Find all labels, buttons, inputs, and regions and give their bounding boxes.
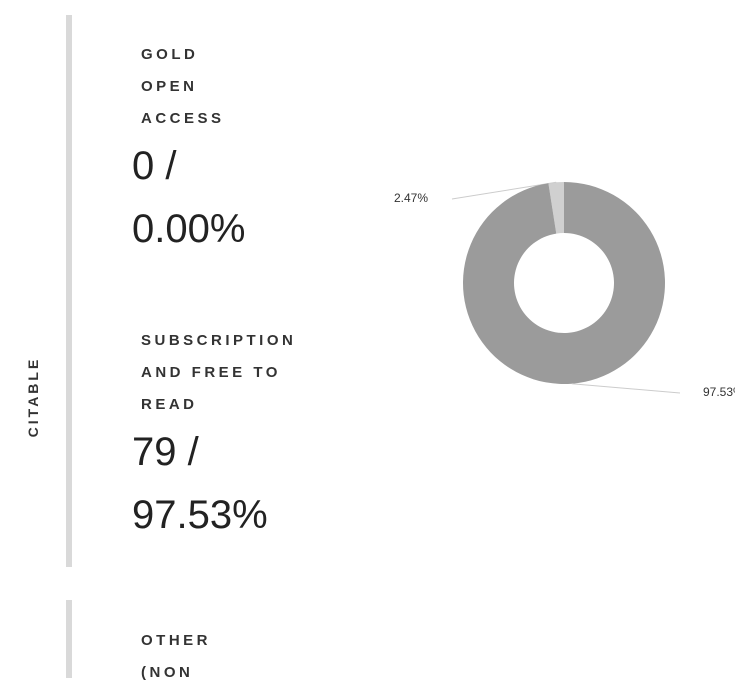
slice-label: 2.47% bbox=[394, 191, 428, 205]
slice-label: 97.53% bbox=[703, 385, 735, 399]
section-bar bbox=[66, 600, 72, 678]
section-value: 97.53% bbox=[132, 493, 268, 537]
leader-line bbox=[451, 181, 557, 200]
section-label: AND FREE TO bbox=[141, 364, 281, 381]
donut-slice bbox=[462, 182, 665, 384]
section-bar bbox=[66, 15, 72, 567]
section-label: SUBSCRIPTION bbox=[141, 332, 297, 349]
section-label: ACCESS bbox=[141, 110, 225, 127]
section-label: OPEN bbox=[141, 78, 198, 95]
section-label: (NON bbox=[141, 664, 194, 681]
leader-line bbox=[571, 383, 681, 394]
donut-slice bbox=[548, 182, 564, 234]
section-value: 0.00% bbox=[132, 207, 246, 251]
section-label: OTHER bbox=[141, 632, 211, 649]
section-label: READ bbox=[141, 396, 198, 413]
section-value: 0 / bbox=[132, 144, 177, 188]
section-value: 79 / bbox=[132, 430, 199, 474]
section-label: GOLD bbox=[141, 46, 199, 63]
